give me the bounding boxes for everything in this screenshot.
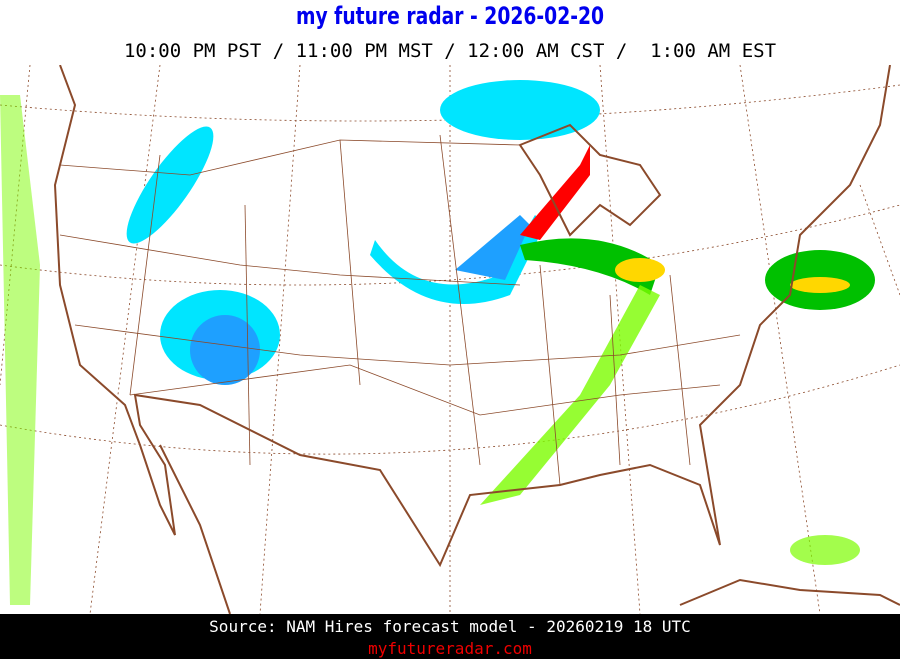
source-label: Source: NAM Hires forecast model - 20260… xyxy=(209,617,691,636)
rain-caribbean xyxy=(790,535,860,565)
time-zones-label: 10:00 PM PST / 11:00 PM MST / 12:00 AM C… xyxy=(123,40,777,62)
cuba xyxy=(679,578,900,606)
snow-heavy-plains xyxy=(455,215,530,280)
borders xyxy=(53,65,900,614)
rain-great-lakes xyxy=(520,238,660,295)
precipitation xyxy=(0,80,875,605)
snow-area-northwest xyxy=(126,126,214,244)
rain-area-ohio xyxy=(615,258,665,282)
mix-band-great-lakes xyxy=(520,145,590,240)
graticule xyxy=(0,65,900,614)
snow-band-plains xyxy=(370,215,545,304)
footer: Source: NAM Hires forecast model - 20260… xyxy=(0,614,900,659)
great-lakes xyxy=(518,123,662,237)
rain-west-coast xyxy=(0,95,40,605)
snow-area-canada xyxy=(440,80,600,140)
snow-heavy-southwest xyxy=(190,315,260,385)
us-coastline xyxy=(53,65,891,568)
gulf-of-california xyxy=(159,444,231,614)
radar-map xyxy=(0,65,900,614)
site-link[interactable]: myfutureradar.com xyxy=(368,639,532,658)
heavy-rain-atlantic xyxy=(790,277,850,293)
state-lines xyxy=(59,134,741,486)
rain-band-southeast xyxy=(480,285,660,505)
page-title: my future radar - 2026-02-20 xyxy=(295,2,605,30)
